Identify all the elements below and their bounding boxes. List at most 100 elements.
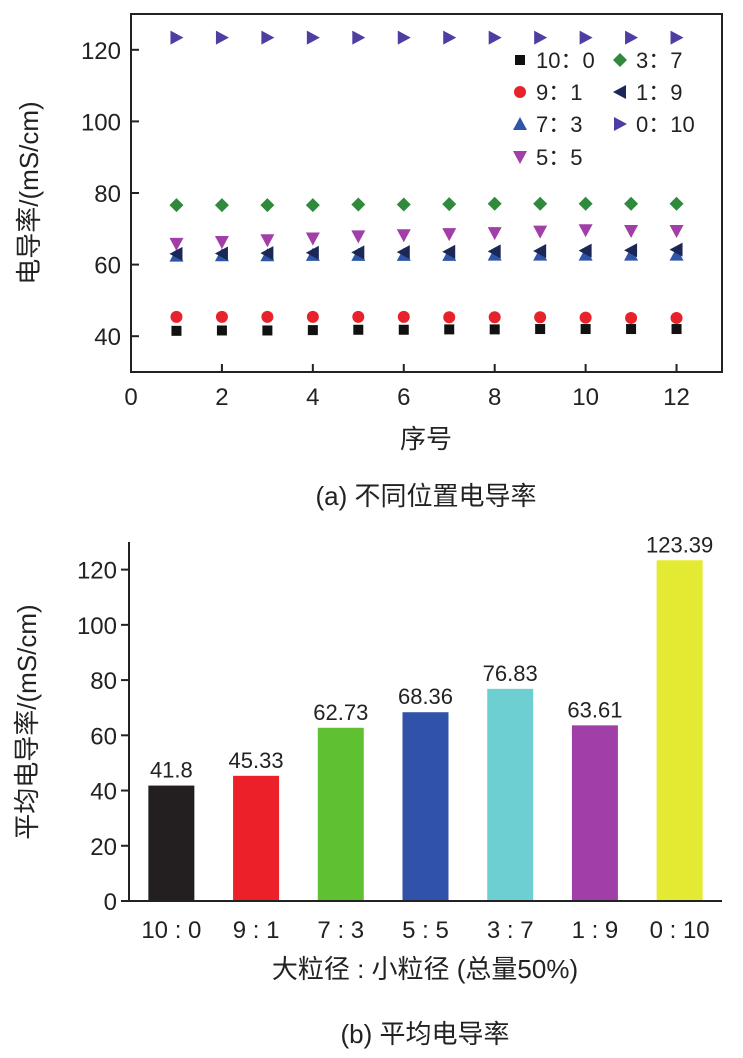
x-tick-label: 5 : 5 [402,917,449,944]
x-tick-label: 3 : 7 [487,917,534,944]
bar [571,725,618,901]
data-point [260,234,275,248]
y-tick-label: 120 [81,38,121,65]
series-group [169,224,684,251]
legend-entry: 7：3 [513,112,582,137]
series-group [170,30,684,45]
x-tick-label: 8 [488,384,501,411]
data-label: 45.33 [229,748,284,773]
series-group [169,242,683,261]
data-point [305,232,320,246]
x-tick-label: 10 [572,384,599,411]
data-point [488,311,501,324]
data-point [215,30,229,45]
chart-caption: (a) 不同位置电导率 [315,481,536,511]
data-point [578,243,592,258]
legend-label: 5：5 [536,145,582,170]
y-tick-label: 20 [90,834,117,861]
data-point [533,243,547,258]
data-point [397,30,411,45]
data-label: 41.8 [150,758,193,783]
legend-entry: 1：9 [613,80,682,105]
x-tick-label: 2 [215,384,228,411]
data-point [626,324,637,335]
x-tick-label: 0 [124,384,137,411]
legend-marker [513,151,527,164]
data-point [260,246,274,261]
y-tick-label: 0 [104,889,117,916]
data-point [261,30,275,45]
data-point [534,30,548,45]
data-point [443,311,456,324]
series-group [169,247,684,262]
x-tick-label: 10 : 0 [141,917,201,944]
data-point [671,324,682,335]
series-group [170,310,683,324]
legend-marker [613,53,627,67]
data-point [171,325,182,336]
x-tick-label: 0 : 10 [650,917,710,944]
y-tick-label: 80 [94,181,121,208]
data-label: 123.39 [646,532,713,557]
data-point [442,197,457,212]
data-point [442,228,457,242]
y-tick-label: 120 [77,558,117,585]
legend-entry: 5：5 [513,145,582,170]
legend-label: 1：9 [636,80,682,105]
data-point [443,30,457,45]
data-point [624,224,639,238]
legend-marker [515,55,525,65]
data-point [489,324,500,335]
data-point [579,30,593,45]
y-tick-label: 40 [90,779,117,806]
data-point [578,224,593,238]
data-point [306,310,319,323]
x-tick-label: 7 : 3 [317,917,364,944]
data-point [669,224,684,238]
data-point [170,30,184,45]
data-label: 76.83 [483,661,538,686]
data-point [624,196,639,211]
data-point [352,310,365,323]
data-point [580,324,591,335]
data-point [398,324,409,335]
y-tick-label: 100 [81,109,121,136]
data-point [216,325,227,336]
legend-entry: 10：0 [515,48,595,73]
legend-marker [613,85,626,99]
data-point [169,237,184,251]
x-axis-label: 大粒径 : 小粒径 (总量50%) [272,954,578,984]
data-point [670,311,683,324]
data-point [351,230,366,244]
legend-label: 7：3 [536,112,582,137]
data-point [397,310,410,323]
y-axis-label: 平均电导率/(mS/cm) [12,604,42,839]
legend-entry: 3：7 [613,48,682,73]
bar-chart: 0 20 40 60 80 100 120 41.8 10 : 0 45.33 9 : 1 62.7… [12,532,722,1049]
data-label: 62.73 [313,700,368,725]
data-point [262,325,273,336]
data-point [353,324,364,335]
data-label: 68.36 [398,684,453,709]
y-tick-label: 60 [90,723,117,750]
y-axis-label: 电导率/(mS/cm) [14,101,44,284]
bar [656,560,703,901]
data-point [261,310,274,323]
data-point [396,245,410,260]
data-point [214,198,229,213]
data-point [444,324,455,335]
series-group [169,196,684,213]
data-point [579,311,592,324]
legend-entry: 0：10 [614,112,695,137]
data-point [306,30,320,45]
bar [402,712,449,901]
data-point [670,30,684,45]
data-point [534,311,547,324]
series-group [171,324,682,336]
data-point [533,225,548,239]
data-point [351,197,366,212]
bar [148,785,195,901]
data-point [669,196,684,211]
data-point [305,198,320,213]
data-point [487,196,502,211]
